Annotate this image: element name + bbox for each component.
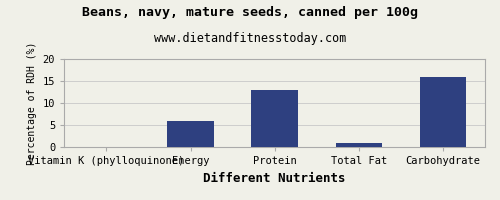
Text: Beans, navy, mature seeds, canned per 100g: Beans, navy, mature seeds, canned per 10… xyxy=(82,6,418,19)
Bar xyxy=(168,121,214,147)
Bar xyxy=(336,143,382,147)
Y-axis label: Percentage of RDH (%): Percentage of RDH (%) xyxy=(27,42,37,165)
Text: www.dietandfitnesstoday.com: www.dietandfitnesstoday.com xyxy=(154,32,346,45)
X-axis label: Different Nutrients: Different Nutrients xyxy=(204,172,346,185)
Bar xyxy=(252,90,298,147)
Bar xyxy=(420,77,466,147)
